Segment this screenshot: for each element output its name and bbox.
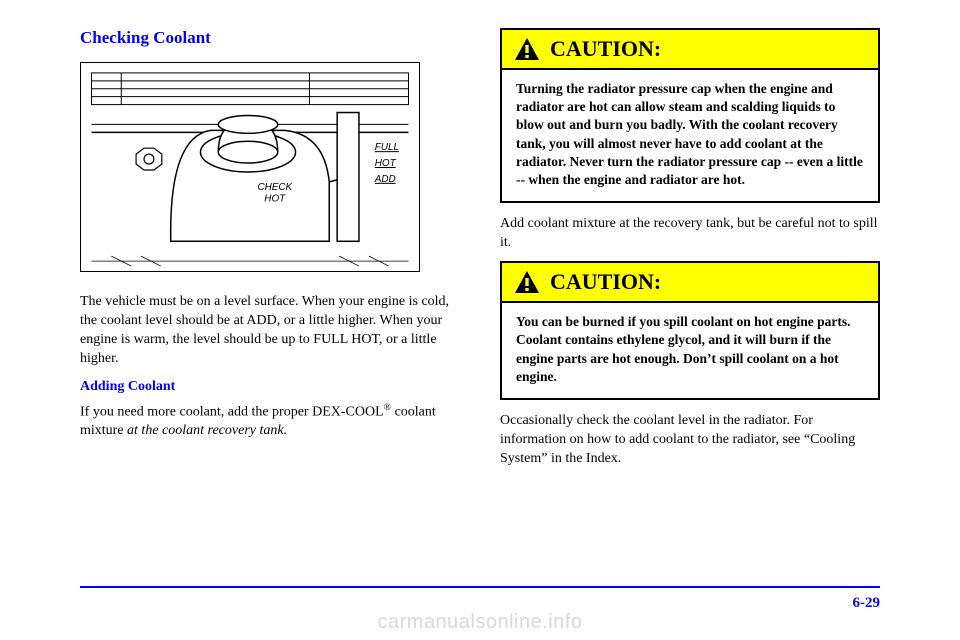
caution-title: CAUTION: xyxy=(550,269,661,295)
figure-label-check: CHECK xyxy=(257,182,292,193)
right-column: CAUTION: Turning the radiator pressure c… xyxy=(500,28,880,477)
coolant-tank-figure: CHECK HOT FULL HOT ADD xyxy=(80,62,420,272)
watermark-text: carmanualsonline.info xyxy=(0,611,960,634)
warning-triangle-icon xyxy=(514,270,540,294)
body-paragraph: If you need more coolant, add the proper… xyxy=(80,401,460,441)
figure-label-add: ADD xyxy=(374,174,396,185)
caution-header: CAUTION: xyxy=(502,263,878,303)
caution-box: CAUTION: Turning the radiator pressure c… xyxy=(500,28,880,203)
caution-body: Turning the radiator pressure cap when t… xyxy=(502,70,878,201)
text-fragment: If you need more coolant, add the proper… xyxy=(80,404,384,419)
body-paragraph: Occasionally check the coolant level in … xyxy=(500,412,880,469)
warning-triangle-icon xyxy=(514,37,540,61)
section-heading: Checking Coolant xyxy=(80,28,460,48)
caution-title: CAUTION: xyxy=(550,36,661,62)
page-number: 6-29 xyxy=(853,595,881,612)
body-paragraph: Add coolant mixture at the recovery tank… xyxy=(500,215,880,253)
figure-label-hot2: HOT xyxy=(375,158,397,169)
registered-mark: ® xyxy=(384,402,391,413)
caution-header: CAUTION: xyxy=(502,30,878,70)
caution-box: CAUTION: You can be burned if you spill … xyxy=(500,261,880,400)
left-column: Checking Coolant xyxy=(80,28,460,477)
figure-label-hot: HOT xyxy=(264,194,286,205)
caution-body: You can be burned if you spill coolant o… xyxy=(502,303,878,398)
subsection-heading: Adding Coolant xyxy=(80,379,460,395)
page-content: Checking Coolant xyxy=(0,0,960,477)
footer-rule xyxy=(80,586,880,588)
figure-label-full: FULL xyxy=(375,142,399,153)
text-fragment-italic: at the coolant recovery tank. xyxy=(127,423,287,438)
body-paragraph: The vehicle must be on a level surface. … xyxy=(80,293,460,369)
